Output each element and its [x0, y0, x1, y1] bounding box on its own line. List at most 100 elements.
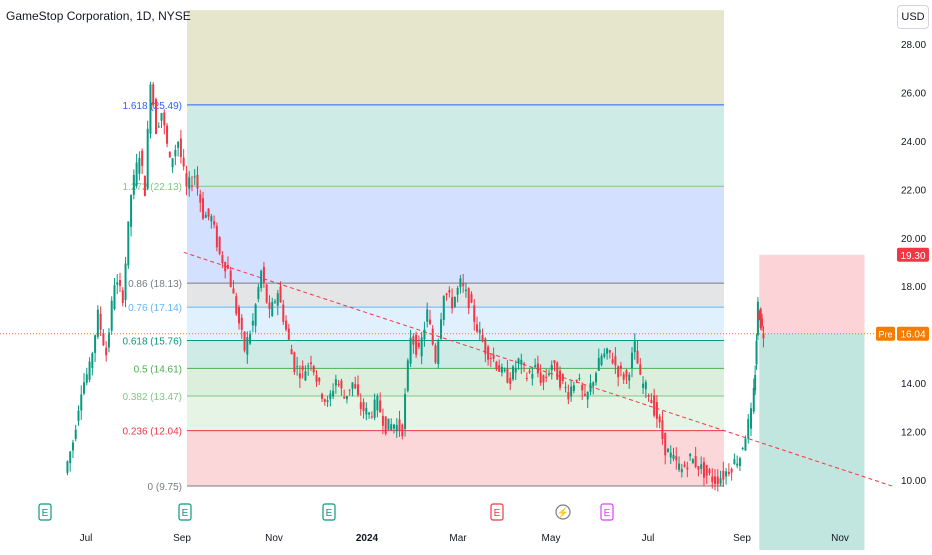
candle-body — [177, 142, 180, 148]
candle-body — [83, 382, 86, 394]
candle-body — [213, 221, 216, 225]
candle-body — [514, 368, 517, 373]
candle-body — [714, 476, 717, 484]
event-markers: E E E E ⚡ E — [38, 503, 614, 521]
candle-body — [608, 350, 611, 353]
candle-body — [110, 300, 113, 331]
y-tick-label: 26.00 — [901, 88, 926, 99]
candle-body — [149, 84, 152, 134]
candle-body — [476, 324, 479, 332]
fib-zone — [187, 340, 724, 369]
candle-body — [207, 208, 210, 217]
candle-body — [401, 424, 404, 437]
candle-body — [603, 353, 606, 357]
candle-body — [398, 419, 401, 431]
candle-body — [639, 364, 642, 375]
candle-body — [680, 469, 683, 473]
candle-body — [434, 345, 437, 363]
candle-body — [119, 280, 122, 286]
candle-body — [539, 372, 542, 383]
candle-body — [260, 270, 263, 288]
candle-body — [611, 359, 614, 364]
candle-body — [644, 382, 647, 390]
candle-body — [725, 471, 728, 477]
candle-body — [373, 399, 376, 418]
candle-body — [160, 113, 163, 121]
fib-label: 0.76 (17.14) — [128, 303, 182, 314]
y-tick-label: 24.00 — [901, 137, 926, 148]
candle-body — [653, 395, 656, 416]
fib-label: 0.5 (14.61) — [134, 364, 182, 375]
position-tool — [759, 254, 865, 550]
y-tick-label: 20.00 — [901, 234, 926, 245]
candle-body — [290, 349, 293, 355]
candle-body — [761, 318, 764, 326]
candle-body — [478, 329, 481, 333]
candle-body — [658, 416, 661, 423]
candle-body — [351, 382, 354, 389]
earnings-icon — [600, 503, 614, 521]
candle-body — [179, 138, 182, 158]
candle-body — [606, 348, 609, 354]
candle-body — [716, 476, 719, 485]
candle-body — [193, 176, 196, 178]
candle-body — [428, 319, 431, 325]
event-label: ⚡ — [557, 506, 569, 519]
candle-body — [265, 284, 268, 303]
candle-body — [154, 99, 157, 135]
candle-body — [359, 402, 362, 409]
candle-body — [249, 333, 252, 344]
candle-body — [633, 341, 636, 353]
x-tick-label: 2024 — [356, 533, 379, 544]
candle-body — [94, 335, 97, 353]
candle-body — [354, 384, 357, 389]
candle-body — [321, 394, 324, 399]
candle-body — [102, 333, 105, 346]
candle-body — [395, 424, 398, 432]
candle-body — [600, 355, 603, 365]
candle-body — [387, 418, 390, 430]
candle-body — [647, 395, 650, 397]
candle-body — [736, 463, 739, 466]
earnings-icon — [178, 503, 192, 521]
fib-label: 0.382 (13.47) — [123, 392, 183, 403]
candle-body — [224, 262, 227, 272]
candle-body — [741, 447, 744, 449]
candle-body — [238, 307, 241, 324]
candle-body — [747, 419, 750, 439]
candle-body — [567, 391, 570, 400]
candle-body — [683, 464, 686, 467]
candle-body — [595, 373, 598, 383]
candle-body — [343, 396, 346, 399]
candle-body — [528, 370, 531, 373]
candle-body — [625, 370, 628, 377]
candle-body — [91, 353, 94, 368]
candle-body — [152, 84, 155, 106]
y-tick-label: 14.00 — [901, 379, 926, 390]
x-axis: Jul Sep Nov 2024 Mar May Jul Sep Nov — [80, 533, 849, 544]
candle-body — [132, 175, 135, 195]
fib-label: 0 (9.75) — [148, 482, 182, 493]
candle-body — [332, 390, 335, 397]
candle-body — [630, 352, 633, 369]
candle-body — [210, 216, 213, 222]
candle-body — [727, 471, 730, 475]
candle-body — [226, 265, 229, 269]
candle-body — [368, 412, 371, 415]
event-label: E — [604, 508, 611, 519]
candle-body — [619, 365, 622, 369]
candle-body — [307, 365, 310, 367]
candle-body — [473, 305, 476, 322]
candle-body — [756, 301, 759, 336]
candle-body — [293, 352, 296, 372]
candle-body — [614, 356, 617, 366]
fib-zone — [187, 186, 724, 284]
candle-body — [686, 467, 689, 470]
candle-body — [174, 149, 177, 157]
currency-button[interactable]: USD — [897, 5, 929, 29]
candle-body — [754, 375, 757, 391]
candle-body — [138, 158, 141, 174]
earnings-icon — [38, 503, 52, 521]
price-tags: 19.30 Pre 16.04 — [0, 247, 929, 341]
